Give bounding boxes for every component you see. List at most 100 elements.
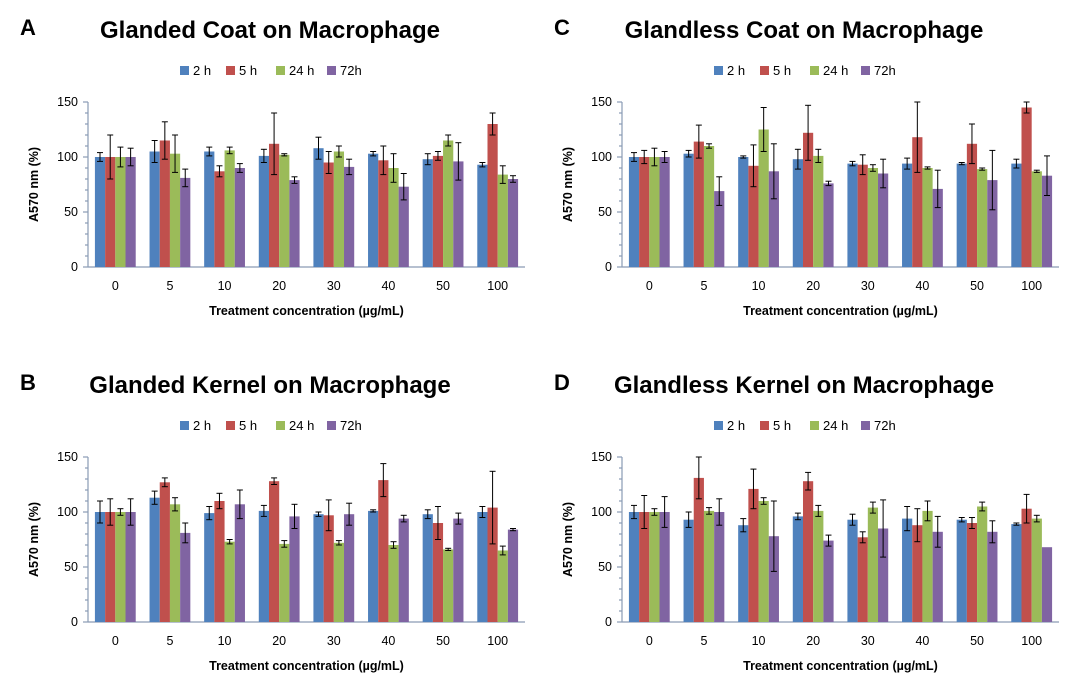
bar-24h-100 <box>1031 518 1042 622</box>
bar-24h-5 <box>169 153 181 267</box>
x-tick-label: 30 <box>327 279 341 293</box>
bar-5h-30 <box>857 537 868 622</box>
bar-24h-40 <box>388 545 399 622</box>
bar-24h-20 <box>279 543 290 622</box>
bar-24h-5 <box>703 146 715 267</box>
chart-panel-b: B Glanded Kernel on Macrophage 2 h 5 h 24 h 7… <box>20 370 525 673</box>
y-axis-label: A570 nm (%) <box>561 502 575 577</box>
bar-2h-100 <box>1011 163 1022 267</box>
bar-2h-5 <box>149 151 160 267</box>
chart-panel-a: A Glanded Coat on Macrophage 2 h 5 h 24 h 72h… <box>20 15 525 318</box>
x-tick-label: 10 <box>218 279 232 293</box>
bar-5h-40 <box>912 137 923 267</box>
legend-label-2h: 2 h <box>727 418 745 433</box>
panel-letter: D <box>554 370 570 395</box>
bar-72h-0 <box>659 512 670 622</box>
bar-2h-30 <box>847 163 858 267</box>
bar-24h-5 <box>703 510 715 622</box>
x-tick-label: 40 <box>381 634 395 648</box>
bar-5h-10 <box>748 165 759 267</box>
y-tick-label: 0 <box>71 260 78 274</box>
bar-72h-5 <box>180 532 191 622</box>
bar-2h-50 <box>422 514 433 622</box>
bar-24h-30 <box>333 151 345 267</box>
bar-5h-40 <box>378 160 389 267</box>
bar-2h-20 <box>792 516 803 622</box>
bar-5h-5 <box>693 477 704 622</box>
y-tick-label: 50 <box>64 205 78 219</box>
chart-panel-c: C Glandless Coat on Macrophage 2 h 5 h 24 h 7… <box>554 15 1059 318</box>
bar-24h-40 <box>388 168 399 267</box>
bar-2h-30 <box>313 148 324 267</box>
bar-72h-10 <box>768 536 779 622</box>
y-tick-label: 150 <box>57 95 78 109</box>
legend-swatch-2h <box>180 66 189 75</box>
bar-2h-100 <box>477 512 488 622</box>
x-tick-label: 20 <box>272 279 286 293</box>
chart-panel-d: D Glandless Kernel on Macrophage 2 h 5 h 24 … <box>554 370 1059 673</box>
bar-24h-10 <box>224 150 235 267</box>
x-tick-label: 40 <box>915 279 929 293</box>
bar-2h-100 <box>1011 524 1022 622</box>
x-tick-label: 5 <box>700 279 707 293</box>
legend-label-5h: 5 h <box>773 418 791 433</box>
bar-2h-20 <box>258 510 269 622</box>
x-axis-label: Treatment concentration (µg/mL) <box>209 659 404 673</box>
bar-2h-0 <box>94 512 106 622</box>
legend-label-72h: 72h <box>340 63 362 78</box>
y-tick-label: 150 <box>591 95 612 109</box>
bar-72h-30 <box>878 173 889 267</box>
legend-swatch-72h <box>861 66 870 75</box>
bar-24h-10 <box>758 501 769 622</box>
bar-72h-20 <box>823 183 834 267</box>
bar-5h-10 <box>214 501 225 622</box>
bar-72h-5 <box>714 191 725 267</box>
bar-72h-40 <box>932 531 943 622</box>
bar-72h-30 <box>344 514 355 622</box>
bar-24h-5 <box>169 504 181 622</box>
bar-2h-30 <box>847 519 858 622</box>
legend-label-5h: 5 h <box>773 63 791 78</box>
bar-72h-5 <box>180 177 191 267</box>
bar-5h-100 <box>487 124 498 267</box>
bar-24h-10 <box>224 541 235 622</box>
bar-2h-0 <box>628 157 640 267</box>
bar-5h-10 <box>214 171 225 267</box>
bar-5h-100 <box>1021 508 1032 622</box>
bar-72h-10 <box>234 504 245 622</box>
bar-2h-0 <box>94 157 106 267</box>
bar-72h-40 <box>398 186 409 267</box>
bar-24h-0 <box>115 512 126 622</box>
legend-swatch-5h <box>760 66 769 75</box>
legend-swatch-24h <box>810 421 819 430</box>
x-tick-label: 20 <box>806 634 820 648</box>
bar-5h-0 <box>105 512 116 622</box>
bar-72h-100 <box>1041 175 1053 267</box>
bar-2h-100 <box>477 164 488 267</box>
legend-label-24h: 24 h <box>289 418 314 433</box>
x-tick-label: 100 <box>1021 279 1042 293</box>
bar-5h-5 <box>693 141 704 267</box>
legend-swatch-2h <box>180 421 189 430</box>
bar-5h-50 <box>432 523 444 622</box>
bar-24h-50 <box>443 140 454 267</box>
x-tick-label: 0 <box>646 279 653 293</box>
y-tick-label: 0 <box>71 615 78 629</box>
bar-5h-0 <box>639 512 650 622</box>
y-tick-label: 150 <box>57 450 78 464</box>
bar-24h-0 <box>115 157 126 267</box>
bar-5h-0 <box>639 157 650 267</box>
x-tick-label: 5 <box>700 634 707 648</box>
bar-2h-10 <box>204 151 215 267</box>
bar-5h-10 <box>748 488 759 622</box>
legend-swatch-5h <box>226 421 235 430</box>
x-tick-label: 30 <box>861 279 875 293</box>
x-tick-label: 50 <box>436 279 450 293</box>
legend-label-72h: 72h <box>340 418 362 433</box>
legend-label-24h: 24 h <box>823 418 848 433</box>
bar-72h-50 <box>453 161 464 267</box>
legend-swatch-24h <box>276 66 285 75</box>
bar-72h-40 <box>398 518 409 622</box>
bar-24h-50 <box>443 549 454 622</box>
y-tick-label: 100 <box>57 505 78 519</box>
